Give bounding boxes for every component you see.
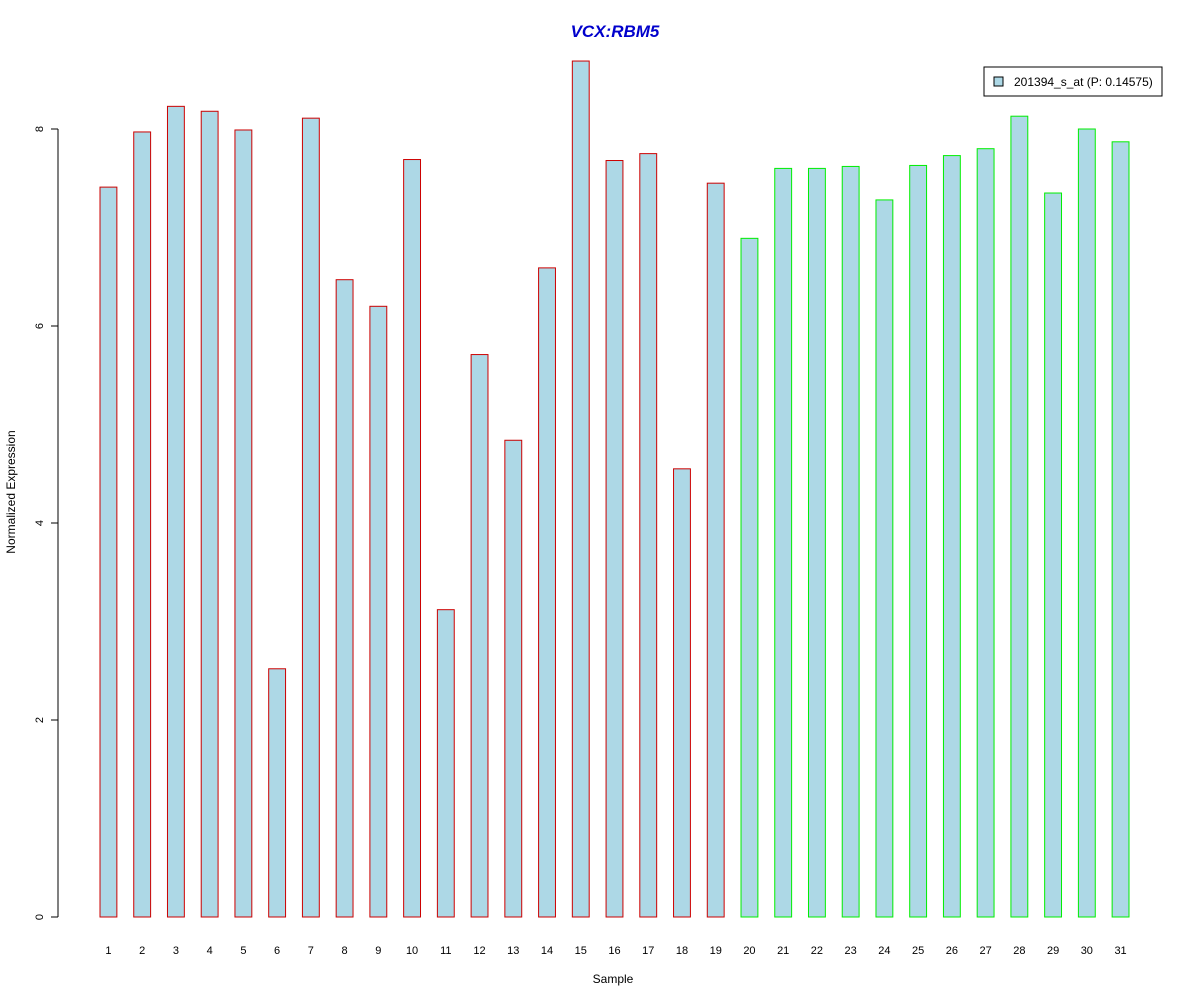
x-tick-label: 2 [139, 945, 145, 957]
x-tick-label: 26 [946, 945, 958, 957]
x-tick-label: 18 [676, 945, 688, 957]
bar-sample-19 [706, 182, 725, 918]
x-tick-label: 11 [440, 945, 451, 957]
x-tick-label: 31 [1114, 945, 1126, 957]
x-tick-label: 14 [541, 945, 553, 957]
bar-sample-26 [942, 155, 961, 918]
bar-sample-15 [571, 60, 590, 918]
x-tick-label: 27 [979, 945, 991, 957]
y-axis-label: Normalized Expression [4, 430, 18, 553]
x-tick-label: 17 [642, 945, 654, 957]
x-tick-label: 13 [507, 945, 519, 957]
bar-sample-22 [807, 167, 826, 918]
x-tick-label: 3 [173, 945, 179, 957]
bar-sample-31 [1111, 141, 1130, 918]
x-tick-label: 25 [912, 945, 924, 957]
y-tick-label: 4 [34, 520, 46, 526]
legend-swatch [993, 76, 1004, 87]
bar-sample-27 [976, 148, 995, 918]
x-tick-label: 10 [406, 945, 418, 957]
bars-group [99, 60, 1130, 918]
legend-series-label: 201394_s_at (P: 0.14575) [1014, 75, 1153, 89]
x-tick-label: 7 [308, 945, 314, 957]
x-tick-label: 8 [342, 945, 348, 957]
y-axis: 0 2 4 6 8 [34, 126, 59, 920]
bar-sample-11 [436, 609, 455, 918]
y-tick-label: 6 [34, 323, 46, 329]
x-tick-label: 21 [777, 945, 789, 957]
bar-sample-12 [470, 354, 489, 918]
x-tick-label: 24 [878, 945, 890, 957]
bar-sample-9 [369, 305, 388, 918]
x-tick-label: 4 [207, 945, 213, 957]
bar-sample-4 [200, 110, 219, 918]
x-tick-label: 20 [743, 945, 755, 957]
bar-sample-14 [538, 267, 556, 918]
bar-sample-17 [639, 153, 658, 918]
bar-sample-2 [133, 131, 152, 918]
x-tick-label: 29 [1047, 945, 1059, 957]
x-tick-label: 12 [473, 945, 485, 957]
y-tick-label: 0 [34, 914, 46, 920]
chart-title: VCX:RBM5 [571, 22, 660, 41]
bar-sample-10 [403, 159, 422, 918]
bar-sample-8 [335, 279, 354, 918]
x-tick-label: 15 [575, 945, 587, 957]
x-tick-labels: 1 2 3 4 5 6 7 8 9 10 11 12 13 14 15 16 17 18 19 20 21 22 23 24 2… [105, 945, 1126, 957]
x-tick-label: 5 [240, 945, 246, 957]
bar-sample-16 [605, 160, 624, 918]
y-tick-label: 8 [34, 126, 46, 132]
bar-sample-20 [740, 237, 759, 918]
x-tick-label: 1 [105, 945, 111, 957]
bar-sample-29 [1044, 192, 1063, 918]
legend-box [983, 66, 1163, 97]
bar-sample-30 [1077, 128, 1096, 918]
bar-sample-13 [504, 439, 523, 918]
x-tick-label: 6 [274, 945, 280, 957]
x-tick-label: 22 [811, 945, 823, 957]
bar-sample-3 [166, 105, 185, 918]
legend: 201394_s_at (P: 0.14575) [983, 66, 1163, 97]
y-tick-label: 2 [34, 717, 46, 723]
x-tick-label: 19 [710, 945, 722, 957]
bar-sample-21 [774, 167, 793, 918]
x-tick-label: 9 [375, 945, 381, 957]
bar-sample-1 [99, 186, 118, 918]
x-tick-label: 23 [845, 945, 857, 957]
bar-sample-6 [268, 668, 287, 918]
bar-sample-23 [841, 165, 860, 918]
x-axis-label: Sample [593, 972, 634, 986]
x-tick-label: 28 [1013, 945, 1025, 957]
bar-sample-7 [301, 117, 320, 918]
x-tick-label: 30 [1081, 945, 1093, 957]
bar-sample-18 [673, 468, 691, 918]
bar-sample-25 [909, 164, 928, 918]
x-tick-label: 16 [608, 945, 620, 957]
bar-sample-24 [875, 199, 894, 918]
bar-sample-5 [234, 129, 253, 918]
bar-sample-28 [1010, 115, 1029, 918]
